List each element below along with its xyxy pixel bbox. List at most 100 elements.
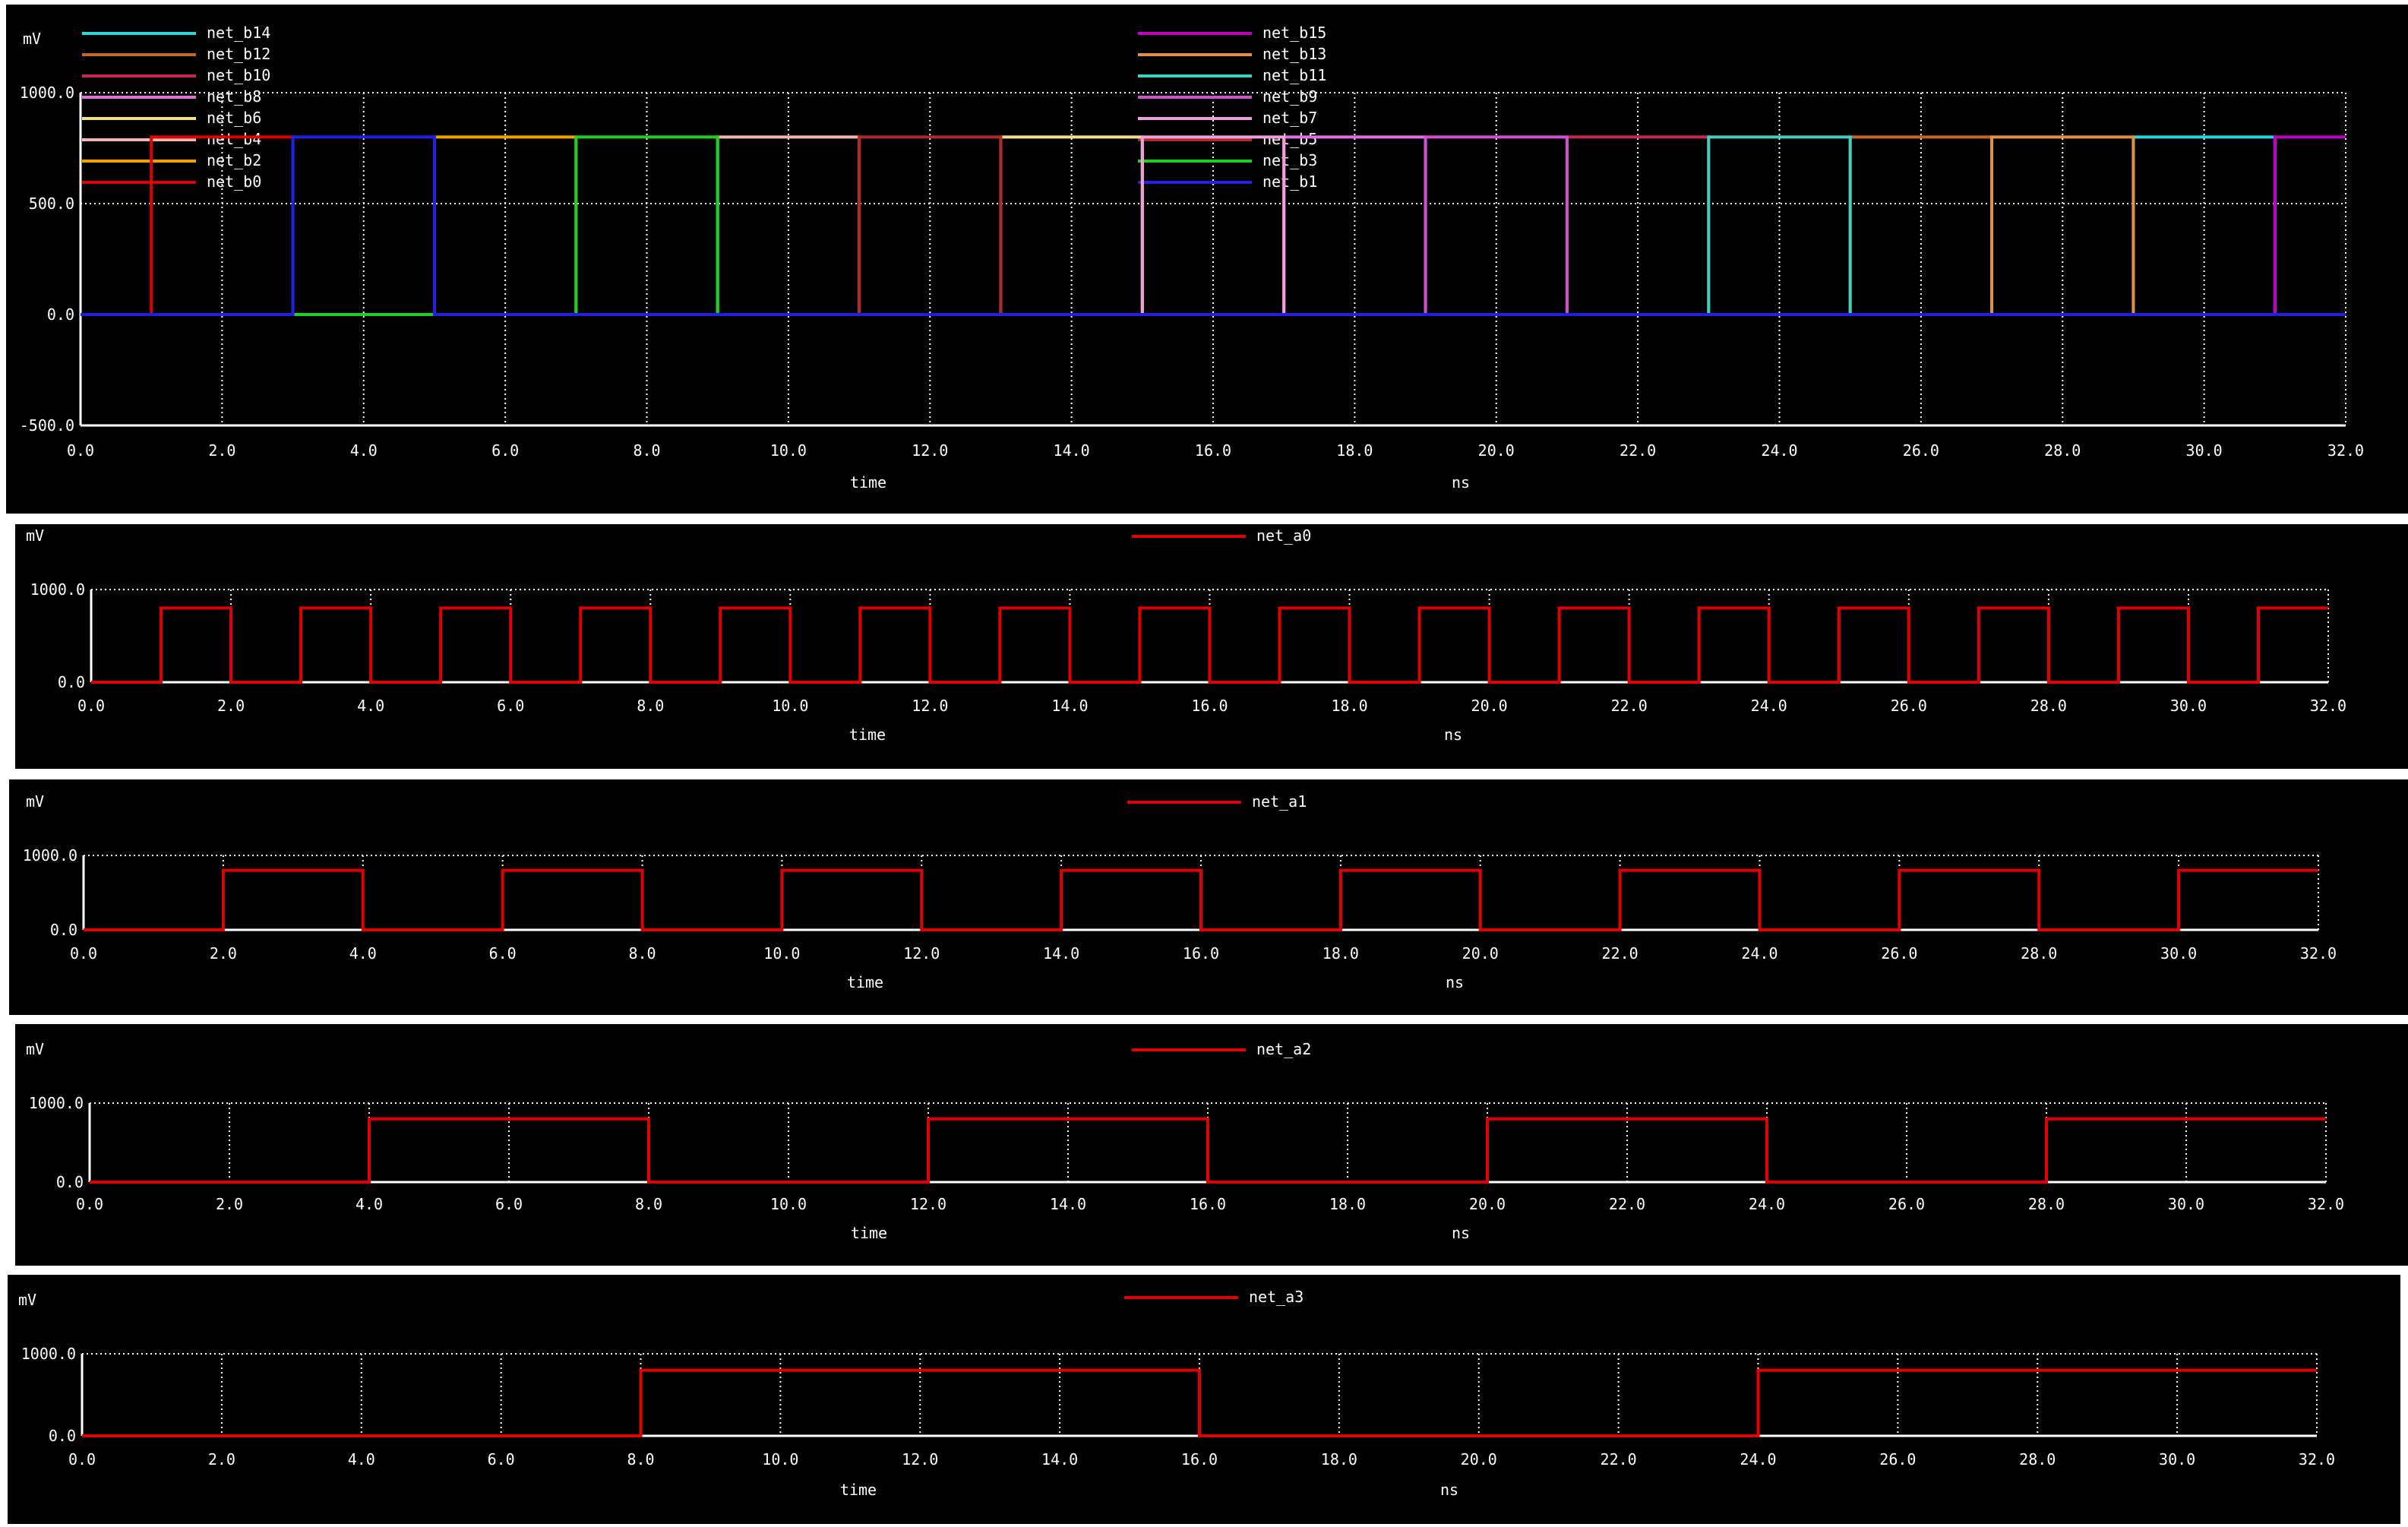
legend: net_a2 [1132, 1040, 1311, 1058]
x-tick-label: 28.0 [2019, 1450, 2056, 1469]
trace-net-a0 [91, 606, 2328, 684]
x-tick-label: 20.0 [1469, 1195, 1506, 1213]
legend: net_a1 [1127, 792, 1307, 811]
waveform-panel-net-a0: mV 0.0 1000.0 0.0 2.0 4.0 6.0 8.0 10.0 12.0 14.0 16… [15, 524, 2408, 769]
legend-label: net_b0 [207, 172, 261, 191]
x-tick-label: 32.0 [2299, 1450, 2335, 1469]
x-tick-label: 2.0 [210, 944, 237, 963]
x-tick-label: 16.0 [1190, 1195, 1226, 1213]
legend-label: net_b13 [1262, 45, 1326, 63]
x-tick-label: 20.0 [1462, 944, 1499, 963]
x-axis-label: time [847, 973, 883, 991]
x-axis-unit: ns [1446, 973, 1464, 991]
x-tick-label: 10.0 [770, 1195, 807, 1213]
y-tick-label: 1000.0 [23, 846, 77, 865]
y-tick-label: 0.0 [56, 1173, 84, 1191]
x-tick-label: 24.0 [1749, 1195, 1785, 1213]
x-tick-label: 6.0 [488, 1450, 515, 1469]
x-tick-label: 0.0 [77, 697, 105, 715]
y-unit-label: mV [23, 30, 41, 48]
x-tick-label: 10.0 [762, 1450, 798, 1469]
x-axis-unit: ns [1452, 473, 1470, 492]
x-axis-label: time [851, 1224, 887, 1242]
x-tick-label: 24.0 [1761, 441, 1797, 460]
waveform-plot: mV 0.0 1000.0 0.0 2.0 4.0 6.0 8.0 10.0 12.0 14.0 16… [26, 526, 2346, 744]
x-tick-label: 30.0 [2170, 697, 2207, 715]
x-tick-label: 8.0 [637, 697, 664, 715]
x-tick-label: 12.0 [902, 1450, 938, 1469]
x-tick-label: 22.0 [1609, 1195, 1645, 1213]
x-axis-unit: ns [1444, 726, 1462, 744]
x-axis-label: time [849, 726, 886, 744]
legend-label: net_a0 [1256, 526, 1311, 545]
x-tick-label: 26.0 [1888, 1195, 1925, 1213]
x-tick-label: 14.0 [1050, 1195, 1086, 1213]
y-tick-label: 1000.0 [30, 580, 85, 599]
x-axis-label: time [850, 473, 886, 492]
legend-label: net_a2 [1256, 1040, 1311, 1058]
legend-label: net_b14 [207, 24, 270, 42]
y-tick-label: 1000.0 [20, 84, 74, 102]
x-tick-label: 30.0 [2168, 1195, 2204, 1213]
x-axis-unit: ns [1440, 1481, 1458, 1499]
x-tick-label: 6.0 [489, 944, 517, 963]
y-tick-label: 0.0 [49, 1427, 76, 1445]
waveform-plot: mV -500.0 0.0 500.0 1000.0 0.0 2.0 4.0 6.0 8.0 10.… [20, 24, 2364, 492]
x-tick-label: 14.0 [1043, 944, 1079, 963]
legend-label: net_b11 [1262, 66, 1326, 84]
waveform-panel-net-a2: mV 0.0 1000.0 0.0 2.0 4.0 6.0 8.0 10.0 12.0 14.0 16… [15, 1024, 2408, 1266]
x-tick-label: 16.0 [1183, 944, 1219, 963]
x-axis-label: time [840, 1481, 877, 1499]
x-tick-label: 24.0 [1740, 1450, 1776, 1469]
x-tick-label: 24.0 [1751, 697, 1787, 715]
x-tick-label: 2.0 [216, 1195, 243, 1213]
x-tick-label: 18.0 [1336, 441, 1373, 460]
x-tick-label: 22.0 [1620, 441, 1656, 460]
x-tick-label: 4.0 [350, 441, 378, 460]
x-tick-label: 12.0 [912, 441, 948, 460]
legend-label: net_b1 [1262, 172, 1317, 191]
legend-label: net_b7 [1262, 109, 1317, 127]
x-tick-label: 8.0 [635, 1195, 662, 1213]
waveform-plot: mV 0.0 1000.0 0.0 2.0 4.0 6.0 8.0 10.0 12.0 14.0 16… [23, 792, 2337, 991]
x-tick-label: 0.0 [76, 1195, 103, 1213]
x-tick-label: 12.0 [903, 944, 940, 963]
x-tick-label: 8.0 [633, 441, 660, 460]
x-tick-label: 4.0 [348, 1450, 375, 1469]
x-tick-label: 22.0 [1602, 944, 1639, 963]
grid [81, 92, 2346, 425]
x-tick-label: 8.0 [628, 944, 656, 963]
grid [90, 1102, 2327, 1182]
x-tick-label: 32.0 [2308, 1195, 2344, 1213]
x-tick-label: 28.0 [2021, 944, 2057, 963]
x-tick-label: 24.0 [1741, 944, 1778, 963]
x-tick-label: 22.0 [1601, 1450, 1637, 1469]
legend: net_b14net_b12net_b10net_b8net_b6net_b4n… [82, 24, 1326, 191]
y-tick-label: 1000.0 [29, 1094, 84, 1112]
y-tick-label: 500.0 [29, 194, 74, 213]
y-unit-label: mV [26, 792, 44, 811]
x-tick-label: 30.0 [2186, 441, 2223, 460]
x-tick-label: 10.0 [770, 441, 807, 460]
waveform-panel-net-b: mV -500.0 0.0 500.0 1000.0 0.0 2.0 4.0 6.0 8.0 10.… [6, 5, 2408, 514]
x-tick-label: 8.0 [627, 1450, 654, 1469]
x-tick-label: 2.0 [208, 1450, 235, 1469]
x-tick-label: 12.0 [912, 697, 948, 715]
x-tick-label: 6.0 [497, 697, 524, 715]
x-axis-unit: ns [1452, 1224, 1470, 1242]
x-tick-label: 32.0 [2327, 441, 2364, 460]
x-tick-label: 14.0 [1051, 697, 1088, 715]
legend-label: net_b6 [207, 109, 261, 127]
y-unit-label: mV [26, 1040, 44, 1058]
y-tick-label: -500.0 [20, 416, 74, 435]
x-tick-label: 4.0 [357, 697, 384, 715]
x-tick-label: 18.0 [1331, 697, 1367, 715]
y-tick-label: 1000.0 [21, 1345, 76, 1363]
y-unit-label: mV [26, 526, 44, 545]
trace-net-b1 [81, 135, 2346, 316]
x-tick-label: 16.0 [1195, 441, 1231, 460]
waveform-panel-net-a1: mV 0.0 1000.0 0.0 2.0 4.0 6.0 8.0 10.0 12.0 14.0 16… [9, 779, 2408, 1015]
x-tick-label: 30.0 [2160, 944, 2197, 963]
y-tick-label: 0.0 [58, 673, 85, 691]
legend-label: net_b15 [1262, 24, 1326, 42]
